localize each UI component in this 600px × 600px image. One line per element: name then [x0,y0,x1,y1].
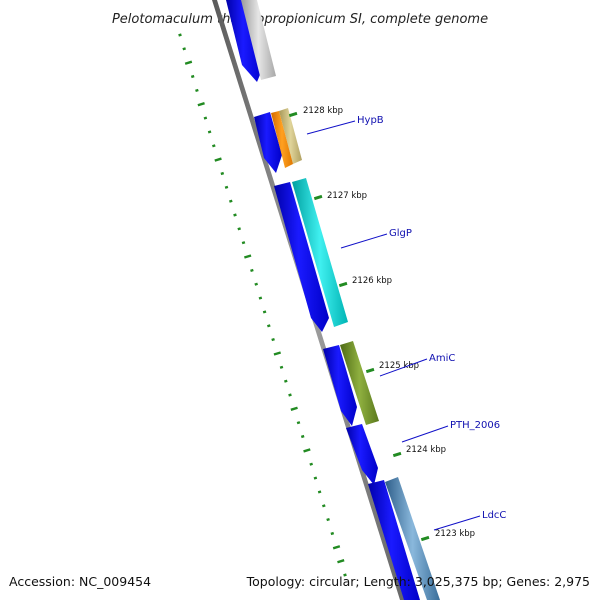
tick-label: 2127 kbp [327,191,367,201]
gc-skew-dash [290,406,298,411]
gc-skew-dash [303,448,311,453]
reverse-strand-cds-track [226,0,420,600]
tick-labels: 2128 kbp 2127 kbp 2126 kbp 2125 kbp 2124… [303,106,475,539]
gene-callouts: HypB GlgP AmiC PTH_2006 LdcC [306,115,506,531]
callout-line [401,425,449,443]
gc-skew-dash [279,365,284,369]
gc-skew-dash [296,421,301,425]
callout-line [379,358,428,377]
tick-label: 2125 kbp [379,361,419,371]
feature-block-tan [279,108,302,164]
gc-skew-dash [300,434,305,439]
gc-skew-dash [190,74,195,79]
gene-block-ldcc [385,477,440,600]
gc-skew-dash [271,338,275,342]
gc-skew-dash [262,310,267,314]
gc-skew-dash [313,476,318,480]
gc-skew-dash [258,296,263,300]
gc-skew-dash [182,47,186,51]
gc-skew-dash [267,324,271,328]
gc-skew-dash [178,33,182,37]
gc-skew-dash [214,157,222,162]
callout-line [340,233,388,249]
gc-skew-dash [197,102,205,107]
forward-strand-cds-track [241,0,440,600]
tick-label: 2123 kbp [435,529,475,539]
gc-skew-dash [322,504,326,508]
tick-mark [365,367,375,374]
gc-skew-dash [233,213,237,217]
gc-skew-dash [284,379,288,383]
hypothetical-cds-block [241,0,276,80]
gc-skew-dash [207,130,212,134]
cds-arrow-reverse [254,112,282,173]
callout-line [433,515,481,531]
gc-skew-dash [330,531,335,536]
gene-label-hypb: HypB [357,115,384,126]
gc-skew-dash [244,254,252,259]
tick-label: 2126 kbp [352,276,392,286]
gc-skew-dash [250,268,254,272]
gene-block-amic [340,341,379,425]
tick-mark [313,194,323,201]
gc-skew-dash [237,227,241,231]
tick-mark [338,281,348,288]
gc-skew-dash [229,199,233,203]
gene-block-glgp [292,178,348,327]
gc-skew-track [178,33,347,577]
gc-skew-dash [254,282,258,286]
gc-skew-dash [203,116,208,120]
cds-arrow-reverse [226,0,264,82]
gene-label-pth-2006: PTH_2006 [450,420,500,431]
gene-label-ldcc: LdcC [482,510,506,521]
gc-skew-dash [332,545,341,550]
gc-skew-dash [224,185,229,189]
gc-skew-dash [241,241,246,245]
cds-arrow-reverse [346,424,378,485]
callout-line [306,120,356,135]
tick-marks [288,111,430,542]
cds-arrow-reverse [368,480,420,600]
tick-label: 2128 kbp [303,106,343,116]
gc-skew-dash [288,393,292,397]
gene-label-glgp: GlgP [389,228,412,239]
gc-skew-dash [337,559,345,564]
gc-skew-dash [212,144,216,148]
tick-label: 2124 kbp [406,445,446,455]
gc-skew-dash [326,518,330,522]
gc-skew-dash [309,462,313,466]
map-title: Pelotomaculum thermopropionicum SI, comp… [112,12,488,27]
genome-summary: Topology: circular; Length: 3,025,375 bp… [246,574,590,589]
gene-label-amic: AmiC [429,353,455,364]
gene-block-hypb [271,111,293,168]
gc-skew-dash [184,60,193,65]
accession-label: Accession: NC_009454 [9,574,152,589]
tick-mark [420,535,430,542]
tick-mark [288,111,298,118]
gc-skew-dash [343,573,347,577]
cds-arrow-reverse [274,182,329,332]
gc-skew-dash [273,351,281,356]
gc-skew-dash [220,171,225,176]
cds-arrow-reverse [323,345,357,426]
gc-skew-dash [195,88,199,92]
gc-skew-dash [317,490,322,494]
tick-mark [392,451,402,458]
